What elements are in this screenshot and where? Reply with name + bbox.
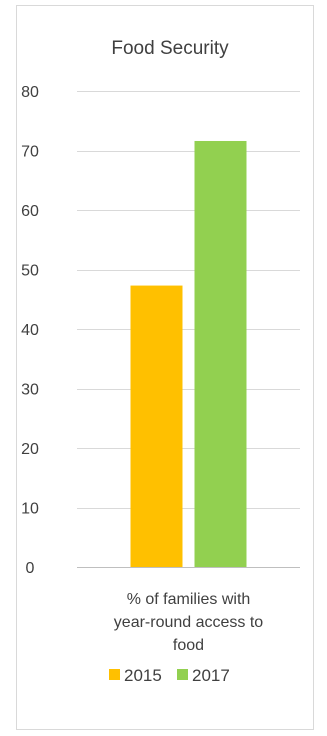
- legend: 2015 2017: [109, 666, 230, 685]
- y-tick-label: 50: [21, 263, 39, 280]
- x-axis: % of families with year-round access to fo…: [114, 591, 264, 654]
- y-tick-label: 0: [26, 560, 35, 577]
- y-tick-label: 80: [21, 84, 39, 101]
- bar-2015: [130, 285, 183, 567]
- legend-swatch-2017: [177, 669, 188, 680]
- y-tick-label: 70: [21, 144, 39, 161]
- y-axis: 0 10 20 30 40 50 60 70 80: [21, 84, 300, 577]
- y-tick-label: 10: [21, 501, 39, 518]
- y-tick-label: 30: [21, 382, 39, 399]
- y-tick-label: 60: [21, 203, 39, 220]
- y-tick-label: 20: [21, 441, 39, 458]
- y-tick-label: 40: [21, 322, 39, 339]
- legend-label-2017: 2017: [192, 666, 230, 685]
- x-category-label-line: % of families with: [127, 591, 251, 608]
- bar-2017: [194, 140, 247, 568]
- legend-label-2015: 2015: [124, 666, 162, 685]
- legend-swatch-2015: [109, 669, 120, 680]
- chart-title: Food Security: [111, 38, 229, 59]
- bars: [130, 140, 247, 568]
- gridlines: [77, 91, 300, 509]
- x-category-label-line: year-round access to: [114, 614, 264, 631]
- x-category-label-line: food: [173, 637, 204, 654]
